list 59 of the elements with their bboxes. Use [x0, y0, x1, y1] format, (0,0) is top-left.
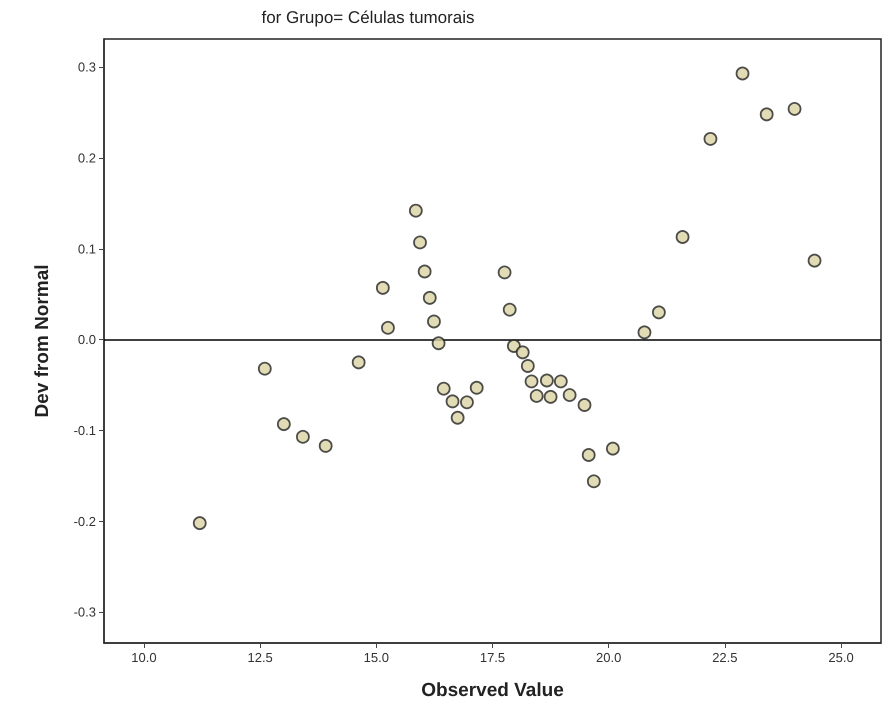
- point: [470, 380, 484, 395]
- point: [586, 474, 601, 488]
- point: [506, 339, 521, 353]
- x-axis-title: Observed Value: [421, 680, 564, 701]
- point: [258, 362, 272, 376]
- y-tick-label: 0.0: [78, 332, 96, 348]
- y-tick-label: 0.3: [78, 60, 96, 75]
- point: [381, 320, 395, 335]
- chart-title: for Grupo= Células tumorais: [261, 8, 475, 27]
- point: [562, 388, 577, 402]
- point: [427, 314, 441, 328]
- point: [413, 236, 427, 250]
- point: [450, 410, 465, 425]
- x-tick-label: 10.0: [131, 650, 157, 665]
- point: [318, 439, 333, 453]
- x-tick-label: 22.5: [712, 650, 738, 665]
- point: [652, 305, 666, 320]
- point: [446, 394, 460, 408]
- point: [530, 389, 544, 403]
- point: [808, 254, 822, 268]
- point: [540, 374, 554, 388]
- y-tick-label: 0.1: [78, 241, 96, 256]
- point: [422, 290, 437, 305]
- point: [520, 359, 535, 373]
- point: [704, 132, 718, 146]
- point: [418, 264, 432, 278]
- point: [638, 325, 652, 340]
- point: [296, 430, 310, 444]
- point: [554, 374, 568, 388]
- point: [578, 398, 592, 412]
- x-tick-label: 25.0: [828, 650, 854, 665]
- point: [352, 355, 366, 370]
- y-tick-label: -0.3: [74, 604, 96, 620]
- point: [276, 417, 291, 432]
- x-tick-label: 12.5: [247, 650, 273, 665]
- point: [524, 374, 538, 388]
- point: [498, 266, 512, 280]
- y-tick-label: 0.2: [78, 150, 96, 166]
- point: [516, 345, 530, 360]
- y-axis-title: Dev from Normal: [32, 264, 53, 418]
- y-tick-label: -0.2: [74, 514, 96, 529]
- point: [376, 280, 390, 295]
- x-tick-label: 20.0: [596, 650, 622, 665]
- point: [192, 516, 207, 530]
- y-tick-label: -0.1: [74, 422, 96, 438]
- point: [582, 448, 596, 462]
- point: [788, 102, 802, 116]
- point: [502, 302, 517, 317]
- x-tick-label: 15.0: [364, 650, 389, 665]
- point: [460, 395, 474, 410]
- point: [436, 382, 451, 396]
- point: [760, 107, 774, 122]
- point: [544, 390, 558, 404]
- point: [676, 230, 690, 244]
- point: [736, 66, 750, 80]
- point: [408, 204, 423, 218]
- x-tick-label: 17.5: [480, 650, 506, 665]
- point: [432, 336, 446, 350]
- point: [606, 442, 620, 456]
